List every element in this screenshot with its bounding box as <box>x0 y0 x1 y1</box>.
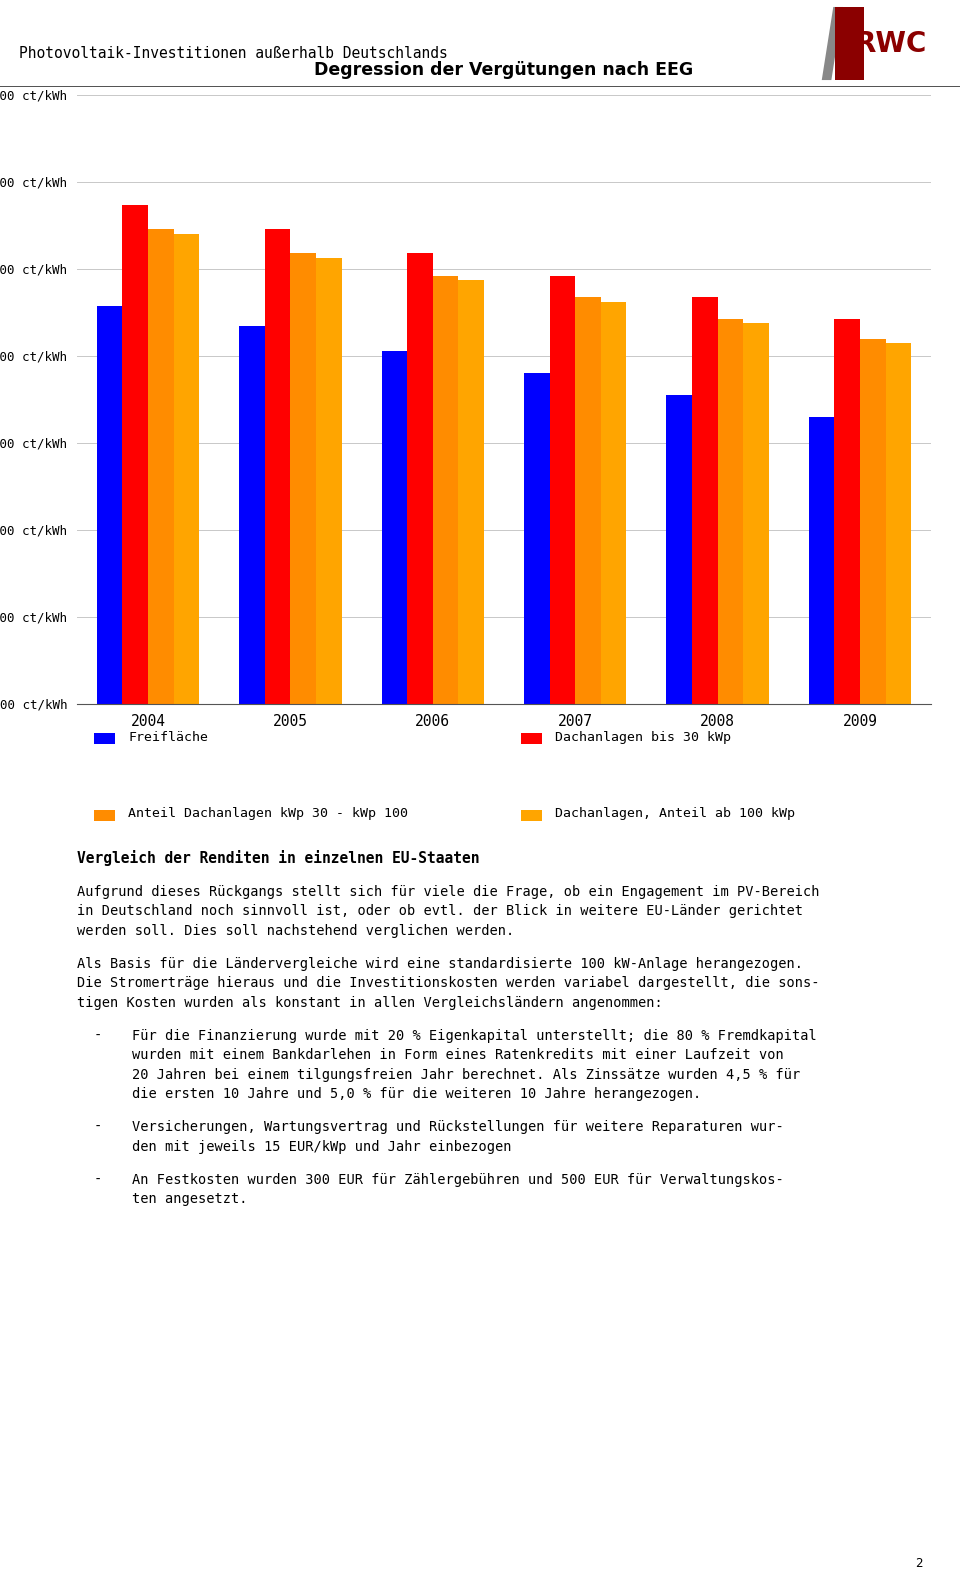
Bar <box>94 732 115 745</box>
Text: 2: 2 <box>915 1557 923 1571</box>
Text: Dachanlagen bis 30 kWp: Dachanlagen bis 30 kWp <box>555 731 732 744</box>
Bar <box>835 6 864 81</box>
Bar <box>886 343 911 704</box>
Text: Freifläche: Freifläche <box>128 731 208 744</box>
Bar <box>459 280 484 704</box>
Bar <box>316 258 342 704</box>
Text: wurden mit einem Bankdarlehen in Form eines Ratenkredits mit einer Laufzeit von: wurden mit einem Bankdarlehen in Form ei… <box>132 1049 784 1063</box>
Bar <box>97 307 122 704</box>
Text: 20 Jahren bei einem tilgungsfreien Jahr berechnet. Als Zinssätze wurden 4,5 % fü: 20 Jahren bei einem tilgungsfreien Jahr … <box>132 1068 801 1082</box>
Text: An Festkosten wurden 300 EUR für Zählergebühren und 500 EUR für Verwaltungskos-: An Festkosten wurden 300 EUR für Zählerg… <box>132 1172 784 1186</box>
Bar <box>521 810 542 821</box>
Text: die ersten 10 Jahre und 5,0 % für die weiteren 10 Jahre herangezogen.: die ersten 10 Jahre und 5,0 % für die we… <box>132 1087 702 1101</box>
Bar <box>174 234 200 704</box>
Polygon shape <box>822 6 843 81</box>
Bar <box>575 297 601 704</box>
Bar <box>717 318 743 704</box>
Bar <box>94 810 115 821</box>
Bar <box>265 229 290 704</box>
Bar <box>834 318 860 704</box>
Text: Für die Finanzierung wurde mit 20 % Eigenkapital unterstellt; die 80 % Fremdkapi: Für die Finanzierung wurde mit 20 % Eige… <box>132 1028 817 1043</box>
Bar <box>290 253 316 704</box>
Bar <box>808 416 834 704</box>
Text: Photovoltaik-Investitionen außerhalb Deutschlands: Photovoltaik-Investitionen außerhalb Deu… <box>19 46 448 62</box>
Text: -: - <box>94 1120 102 1134</box>
Bar <box>692 297 717 704</box>
Text: ten angesetzt.: ten angesetzt. <box>132 1193 248 1205</box>
Text: -: - <box>94 1028 102 1043</box>
Bar <box>239 326 265 704</box>
Text: Vergleich der Renditen in einzelnen EU-Staaten: Vergleich der Renditen in einzelnen EU-S… <box>77 850 479 865</box>
Text: -: - <box>94 1172 102 1186</box>
Text: tigen Kosten wurden als konstant in allen Vergleichsländern angenommen:: tigen Kosten wurden als konstant in alle… <box>77 995 662 1009</box>
Bar <box>407 253 433 704</box>
Bar <box>122 204 148 704</box>
Text: den mit jeweils 15 EUR/kWp und Jahr einbezogen: den mit jeweils 15 EUR/kWp und Jahr einb… <box>132 1139 512 1153</box>
Text: in Deutschland noch sinnvoll ist, oder ob evtl. der Blick in weitere EU-Länder g: in Deutschland noch sinnvoll ist, oder o… <box>77 905 803 919</box>
Text: Aufgrund dieses Rückgangs stellt sich für viele die Frage, ob ein Engagement im : Aufgrund dieses Rückgangs stellt sich fü… <box>77 884 819 899</box>
Bar <box>148 229 174 704</box>
Bar <box>521 732 542 745</box>
Bar <box>601 302 627 704</box>
Bar <box>743 323 769 704</box>
Text: Versicherungen, Wartungsvertrag und Rückstellungen für weitere Reparaturen wur-: Versicherungen, Wartungsvertrag und Rück… <box>132 1120 784 1134</box>
Text: Dachanlagen, Anteil ab 100 kWp: Dachanlagen, Anteil ab 100 kWp <box>555 807 795 821</box>
Bar <box>549 275 575 704</box>
Title: Degression der Vergütungen nach EEG: Degression der Vergütungen nach EEG <box>314 62 694 79</box>
Bar <box>524 373 549 704</box>
Text: RWC: RWC <box>854 30 926 57</box>
Bar <box>381 351 407 704</box>
Text: Die Stromerträge hieraus und die Investitionskosten werden variabel dargestellt,: Die Stromerträge hieraus und die Investi… <box>77 976 819 990</box>
Bar <box>666 396 692 704</box>
Bar <box>860 340 886 704</box>
Text: werden soll. Dies soll nachstehend verglichen werden.: werden soll. Dies soll nachstehend vergl… <box>77 924 514 938</box>
Text: Als Basis für die Ländervergleiche wird eine standardisierte 100 kW-Anlage heran: Als Basis für die Ländervergleiche wird … <box>77 957 803 971</box>
Bar <box>433 275 459 704</box>
Text: Anteil Dachanlagen kWp 30 - kWp 100: Anteil Dachanlagen kWp 30 - kWp 100 <box>128 807 408 821</box>
